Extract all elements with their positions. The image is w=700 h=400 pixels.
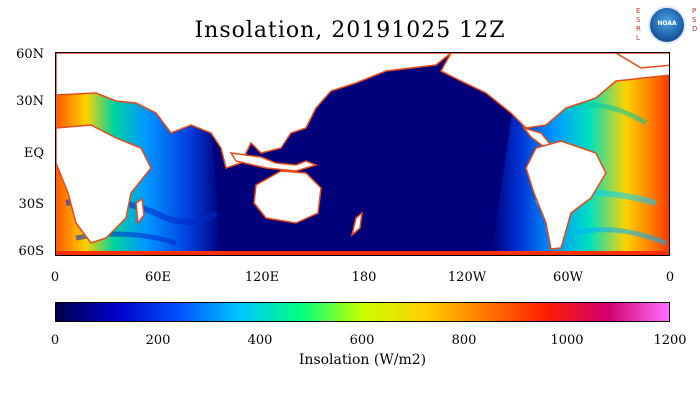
land-masses bbox=[56, 53, 669, 255]
logo-letter: E bbox=[636, 7, 641, 15]
lat-label: 30N bbox=[16, 94, 44, 109]
madagascar bbox=[135, 197, 145, 225]
new-zealand bbox=[350, 211, 363, 238]
lat-label: EQ bbox=[23, 146, 44, 161]
lon-label: 0 bbox=[665, 270, 675, 285]
colorbar-tick: 200 bbox=[145, 333, 171, 348]
lon-label: 0 bbox=[50, 270, 60, 285]
lon-label: 120W bbox=[447, 270, 487, 285]
colorbar-tick: 0 bbox=[50, 333, 60, 348]
eurasia bbox=[56, 53, 453, 169]
logo-letter: D bbox=[692, 25, 698, 33]
insolation-map bbox=[55, 52, 670, 256]
logo-letter: S bbox=[692, 16, 697, 24]
lon-label: 60W bbox=[553, 270, 583, 285]
lon-label: 120E bbox=[244, 270, 280, 285]
colorbar-tick: 1200 bbox=[653, 333, 687, 348]
colorbar bbox=[55, 302, 670, 322]
australia bbox=[253, 170, 322, 224]
lat-label: 30S bbox=[18, 197, 44, 212]
lon-label: 60E bbox=[144, 270, 172, 285]
lat-label: 60N bbox=[16, 47, 44, 62]
africa bbox=[56, 124, 152, 244]
colorbar-label: Insolation (W/m2) bbox=[298, 352, 427, 368]
colorbar-tick: 600 bbox=[349, 333, 375, 348]
map-title: Insolation, 20191025 12Z bbox=[194, 18, 506, 43]
colorbar-tick: 1000 bbox=[550, 333, 584, 348]
lat-label: 60S bbox=[18, 244, 44, 259]
greenland bbox=[614, 53, 669, 69]
antarctica bbox=[56, 251, 669, 255]
south-america bbox=[525, 140, 607, 250]
lon-label: 180 bbox=[351, 270, 377, 285]
noaa-emblem-icon: NOAA bbox=[648, 6, 686, 44]
logo-letter: P bbox=[692, 7, 697, 15]
logo-right-letters: P S D bbox=[692, 7, 697, 34]
colorbar-tick: 400 bbox=[247, 333, 273, 348]
logo-letter: S bbox=[636, 16, 641, 24]
north-america bbox=[439, 53, 669, 129]
logo-letter: L bbox=[636, 34, 640, 42]
noaa-emblem-text: NOAA bbox=[657, 20, 677, 27]
logo-letter: R bbox=[636, 25, 641, 33]
logo-left-letters: E S R L bbox=[636, 7, 641, 43]
map-canvas bbox=[56, 53, 669, 255]
indonesia bbox=[229, 152, 319, 172]
colorbar-tick: 800 bbox=[451, 333, 477, 348]
